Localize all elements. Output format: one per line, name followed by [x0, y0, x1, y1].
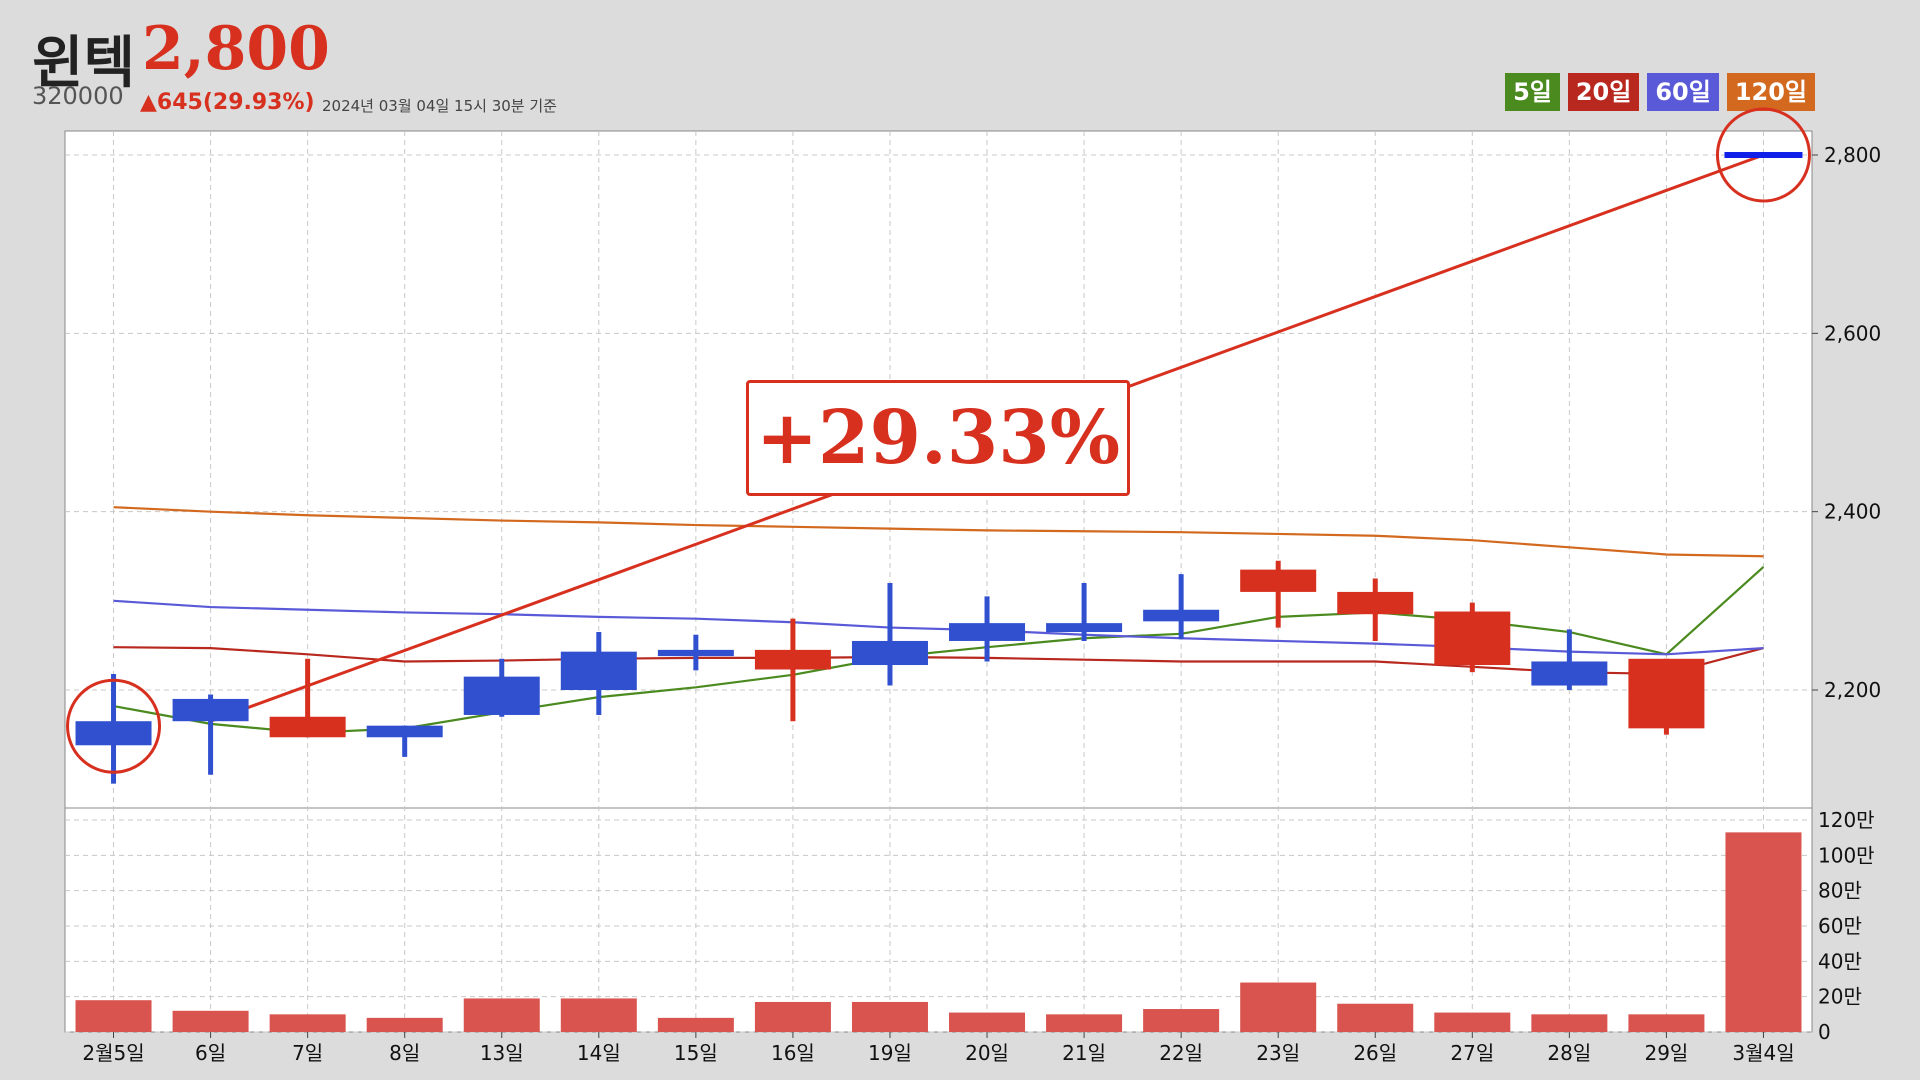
x-tick-label: 14일	[577, 1041, 621, 1065]
volume-tick-label: 100만	[1818, 843, 1875, 867]
candle-body	[1240, 569, 1317, 592]
x-tick-label: 21일	[1062, 1041, 1106, 1065]
volume-tick-label: 60만	[1818, 914, 1862, 938]
legend-ma5[interactable]: 5일	[1505, 73, 1560, 111]
stock-code: 320000	[32, 82, 124, 110]
volume-bar	[1046, 1014, 1123, 1032]
price-tick-label: 2,800	[1824, 143, 1881, 167]
candle-body	[1628, 658, 1705, 729]
legend-ma60[interactable]: 60일	[1647, 73, 1719, 111]
volume-bar	[1531, 1014, 1608, 1032]
volume-bar	[1725, 832, 1802, 1032]
candle-body	[657, 649, 734, 657]
highlight-circle-end	[1715, 107, 1811, 203]
x-tick-label: 20일	[965, 1041, 1009, 1065]
volume-bar	[269, 1014, 346, 1032]
price-tick-label: 2,600	[1824, 321, 1881, 345]
moving-average-legend: 5일 20일 60일 120일	[1505, 73, 1815, 111]
ma-line	[113, 506, 1764, 558]
x-tick-label: 16일	[771, 1041, 815, 1065]
candle-body	[1531, 661, 1608, 686]
x-tick-label: 7일	[292, 1041, 323, 1065]
x-tick-label: 13일	[480, 1041, 524, 1065]
volume-tick-label: 0	[1818, 1020, 1831, 1044]
volume-bar	[1628, 1014, 1705, 1032]
x-tick-label: 15일	[674, 1041, 718, 1065]
candle-body	[1434, 611, 1511, 666]
x-tick-label: 22일	[1159, 1041, 1203, 1065]
volume-bar	[851, 1001, 928, 1032]
legend-ma120[interactable]: 120일	[1726, 73, 1815, 111]
stock-name: 윈텍	[32, 31, 136, 96]
x-tick-label: 26일	[1353, 1041, 1397, 1065]
price-change: ▲645(29.93%)	[140, 90, 315, 115]
x-tick-label: 6일	[195, 1041, 226, 1065]
price-tick-label: 2,400	[1824, 500, 1881, 524]
candle-body	[1143, 609, 1220, 622]
highlight-circle-start	[66, 678, 162, 774]
candle-body	[754, 649, 831, 670]
volume-bar	[1143, 1009, 1220, 1032]
volume-bar	[1337, 1003, 1414, 1032]
volume-bar	[949, 1012, 1026, 1032]
ma-line	[113, 646, 1764, 676]
current-price: 2,800	[142, 14, 330, 84]
timestamp: 2024년 03월 04일 15시 30분 기준	[322, 97, 557, 115]
gain-callout: +29.33%	[746, 380, 1130, 496]
candle-body	[1337, 591, 1414, 615]
volume-tick-label: 40만	[1818, 949, 1862, 973]
volume-bar	[172, 1010, 249, 1032]
candle-body	[75, 721, 152, 746]
x-tick-label: 28일	[1547, 1041, 1591, 1065]
volume-tick-label: 20만	[1818, 985, 1862, 1009]
volume-bar	[1240, 982, 1317, 1032]
volume-tick-label: 120만	[1818, 808, 1875, 832]
x-tick-label: 27일	[1450, 1041, 1494, 1065]
volume-bar	[754, 1001, 831, 1032]
candle-body	[851, 640, 928, 666]
candle-body	[463, 676, 540, 715]
x-tick-label: 2월5일	[82, 1041, 144, 1065]
candle-body	[1046, 623, 1123, 633]
candle-body	[172, 698, 249, 722]
volume-bar	[657, 1017, 734, 1032]
volume-bar	[560, 998, 637, 1032]
x-tick-label: 29일	[1644, 1041, 1688, 1065]
candle-body	[1724, 152, 1803, 158]
legend-ma20[interactable]: 20일	[1567, 73, 1640, 111]
candle-body	[560, 651, 637, 690]
x-tick-label: 3월4일	[1732, 1041, 1794, 1065]
volume-bar	[366, 1017, 443, 1032]
volume-tick-label: 80만	[1818, 879, 1862, 903]
volume-panel	[64, 807, 1813, 1033]
gain-callout-text: +29.33%	[755, 395, 1121, 481]
x-tick-label: 19일	[868, 1041, 912, 1065]
volume-bar	[463, 998, 540, 1032]
x-tick-label: 8일	[389, 1041, 420, 1065]
volume-bar	[1434, 1012, 1511, 1032]
candle-body	[269, 716, 346, 738]
volume-bar	[75, 1000, 152, 1032]
candle-body	[366, 725, 443, 738]
x-tick-label: 23일	[1256, 1041, 1300, 1065]
candle-body	[949, 623, 1026, 641]
price-tick-label: 2,200	[1824, 678, 1881, 702]
